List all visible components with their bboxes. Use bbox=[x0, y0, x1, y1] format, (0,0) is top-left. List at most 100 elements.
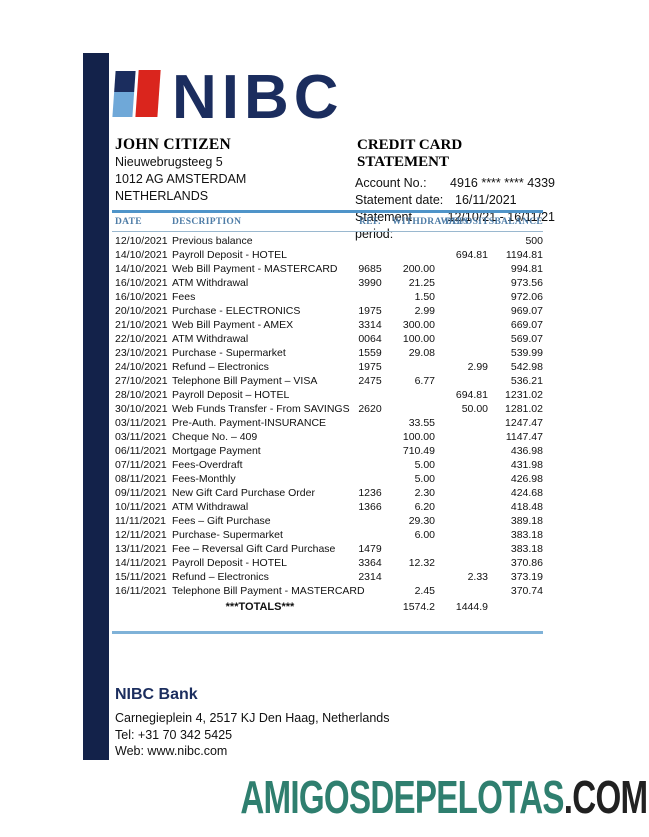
cell-balance: 542.98 bbox=[510, 361, 543, 373]
cell-date: 16/10/2021 bbox=[115, 277, 168, 289]
cell-withdrawal: 21.25 bbox=[408, 277, 435, 289]
cell-description: Fees – Gift Purchase bbox=[172, 515, 271, 527]
statement-info-block: CREDIT CARD STATEMENT Account No.: 4916 … bbox=[355, 137, 555, 243]
cell-withdrawal: 300.00 bbox=[402, 319, 435, 331]
cell-balance: 389.18 bbox=[510, 515, 543, 527]
transaction-row: 23/10/2021 Purchase - Supermarket 1559 2… bbox=[112, 346, 543, 360]
statement-period-value: 12/10/21 - 16/11/21 bbox=[447, 210, 556, 224]
cell-withdrawal: 710.49 bbox=[402, 445, 435, 457]
cell-withdrawal: 200.00 bbox=[402, 263, 435, 275]
watermark: AMIGOSDEPELOTAS.COM bbox=[239, 770, 648, 824]
totals-row: ***TOTALS*** 1574.2 1444.9 bbox=[112, 600, 543, 615]
nibc-logo-text: NIBC bbox=[172, 63, 344, 132]
cell-withdrawal: 2.99 bbox=[414, 305, 435, 317]
header-divider bbox=[112, 231, 543, 232]
cell-balance: 370.86 bbox=[510, 557, 543, 569]
nibc-flag-icon bbox=[112, 70, 163, 118]
watermark-primary: AMIGOSDEPELOTAS bbox=[239, 771, 564, 823]
cell-date: 03/11/2021 bbox=[115, 417, 167, 429]
cell-withdrawal: 5.00 bbox=[414, 473, 435, 485]
cell-date: 28/10/2021 bbox=[115, 389, 168, 401]
cell-description: Fees-Monthly bbox=[172, 473, 236, 485]
transaction-row: 27/10/2021 Telephone Bill Payment – VISA… bbox=[112, 374, 543, 388]
cell-balance: 431.98 bbox=[510, 459, 543, 471]
cell-deposit bbox=[445, 262, 492, 276]
watermark-secondary: .COM bbox=[563, 771, 647, 823]
cell-deposit bbox=[445, 416, 492, 430]
cell-date: 07/11/2021 bbox=[115, 459, 167, 471]
account-number-label: Account No.: bbox=[355, 176, 427, 190]
cell-withdrawal: 100.00 bbox=[402, 333, 435, 345]
cell-withdrawal bbox=[392, 388, 445, 402]
bank-name: NIBC Bank bbox=[115, 686, 198, 703]
cell-deposit bbox=[445, 514, 492, 528]
transaction-row: 14/10/2021 Web Bill Payment - MASTERCARD… bbox=[112, 262, 543, 276]
cell-description: Telephone Bill Payment - MASTERCARD bbox=[172, 585, 365, 597]
column-header-balance: BALANCE bbox=[494, 217, 543, 227]
cell-withdrawal bbox=[392, 402, 445, 416]
cell-description: Purchase - Supermarket bbox=[172, 347, 286, 359]
column-header-ref: REF. bbox=[359, 217, 381, 227]
bank-footer: NIBC Bank Carnegieplein 4, 2517 KJ Den H… bbox=[115, 686, 389, 760]
cell-ref: 2620 bbox=[358, 403, 382, 415]
cell-balance: 1147.47 bbox=[505, 431, 543, 443]
account-number-value: 4916 **** **** 4339 bbox=[450, 176, 555, 190]
cell-deposit bbox=[445, 346, 492, 360]
statement-period-label: Statement period: bbox=[355, 210, 412, 241]
cell-withdrawal: 2.30 bbox=[414, 487, 435, 499]
cell-balance: 1281.02 bbox=[505, 403, 543, 415]
left-accent-bar bbox=[83, 53, 109, 760]
cell-ref: 1975 bbox=[358, 361, 382, 373]
cell-withdrawal: 29.08 bbox=[408, 347, 435, 359]
cell-deposit bbox=[445, 458, 492, 472]
cell-deposit bbox=[445, 500, 492, 514]
transaction-row: 16/10/2021 ATM Withdrawal 3990 21.25 973… bbox=[112, 276, 543, 290]
transaction-row: 21/10/2021 Web Bill Payment - AMEX 3314 … bbox=[112, 318, 543, 332]
cell-description: Cheque No. – 409 bbox=[172, 431, 258, 443]
cell-ref bbox=[348, 248, 392, 262]
cell-ref: 9685 bbox=[358, 263, 382, 275]
cell-description: Previous balance bbox=[172, 235, 253, 247]
totals-withdrawals: 1574.2 bbox=[402, 601, 435, 613]
cell-date: 20/10/2021 bbox=[115, 305, 168, 317]
customer-name: JOHN CITIZEN bbox=[115, 136, 231, 153]
cell-ref: 1366 bbox=[358, 501, 382, 513]
cell-ref bbox=[348, 444, 392, 458]
cell-withdrawal: 33.55 bbox=[408, 417, 435, 429]
cell-ref: 3314 bbox=[358, 319, 382, 331]
transaction-row: 03/11/2021 Cheque No. – 409 100.00 1147.… bbox=[112, 430, 543, 444]
cell-withdrawal: 29.30 bbox=[408, 515, 435, 527]
cell-balance: 436.98 bbox=[510, 445, 543, 457]
cell-balance: 373.19 bbox=[510, 571, 543, 583]
cell-date: 30/10/2021 bbox=[115, 403, 168, 415]
cell-description: Mortgage Payment bbox=[172, 445, 261, 457]
totals-label: ***TOTALS*** bbox=[225, 601, 295, 613]
statement-field: Account No.: 4916 **** **** 4339 bbox=[355, 175, 555, 192]
customer-address-line: Nieuwebrugsteeg 5 bbox=[115, 155, 223, 169]
cell-deposit bbox=[445, 584, 492, 598]
cell-ref bbox=[348, 416, 392, 430]
cell-ref: 2475 bbox=[358, 375, 382, 387]
cell-withdrawal: 100.00 bbox=[402, 431, 435, 443]
statement-date-value: 16/11/2021 bbox=[455, 193, 517, 207]
cell-description: Web Funds Transfer - From SAVINGS bbox=[172, 403, 350, 415]
cell-description: New Gift Card Purchase Order bbox=[172, 487, 315, 499]
cell-deposit: 2.99 bbox=[467, 361, 488, 373]
cell-balance: 1194.81 bbox=[505, 249, 543, 261]
cell-description: Payroll Deposit - HOTEL bbox=[172, 557, 287, 569]
cell-balance: 1231.02 bbox=[505, 389, 543, 401]
flag-left-shape bbox=[112, 71, 136, 117]
bank-phone: Tel: +31 70 342 5425 bbox=[115, 727, 233, 742]
cell-ref bbox=[348, 290, 392, 304]
cell-date: 08/11/2021 bbox=[115, 473, 167, 485]
transaction-row: 14/11/2021 Payroll Deposit - HOTEL 3364 … bbox=[112, 556, 543, 570]
transaction-row: 12/10/2021 Previous balance 500 bbox=[112, 234, 543, 248]
cell-deposit bbox=[445, 430, 492, 444]
bottom-divider bbox=[112, 631, 543, 634]
cell-ref: 2314 bbox=[358, 571, 382, 583]
statement-field: Statement date: 16/11/2021 bbox=[355, 192, 555, 209]
cell-balance: 539.99 bbox=[510, 347, 543, 359]
transaction-row: 07/11/2021 Fees-Overdraft 5.00 431.98 bbox=[112, 458, 543, 472]
column-header-deposits: DEPOSITS bbox=[445, 217, 495, 227]
